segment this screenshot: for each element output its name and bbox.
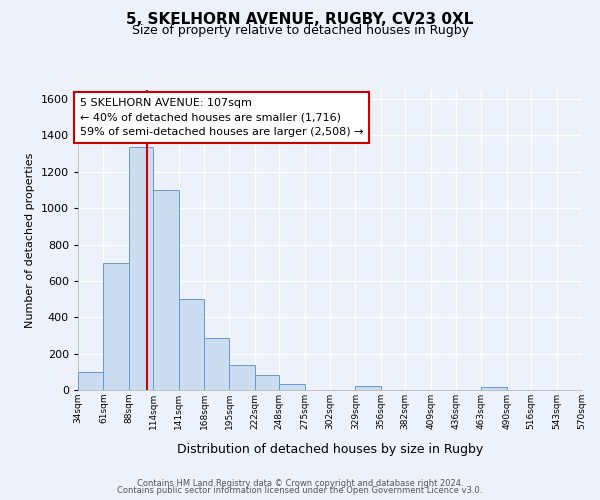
Bar (481, 388, 507, 390)
Bar (229, 364, 255, 390)
Text: Contains HM Land Registry data © Crown copyright and database right 2024.: Contains HM Land Registry data © Crown c… (137, 478, 463, 488)
Text: Distribution of detached houses by size in Rugby: Distribution of detached houses by size … (177, 442, 483, 456)
Bar (129, 148, 153, 390)
Text: Contains public sector information licensed under the Open Government Licence v3: Contains public sector information licen… (118, 486, 482, 495)
Text: 5, SKELHORN AVENUE, RUGBY, CV23 0XL: 5, SKELHORN AVENUE, RUGBY, CV23 0XL (127, 12, 473, 28)
Bar (78, 372, 103, 390)
Bar (179, 299, 204, 390)
Bar (279, 384, 305, 390)
Bar (204, 338, 229, 390)
Bar (355, 386, 381, 390)
Bar (153, 190, 179, 390)
Y-axis label: Number of detached properties: Number of detached properties (25, 152, 35, 328)
Text: Size of property relative to detached houses in Rugby: Size of property relative to detached ho… (131, 24, 469, 37)
Bar (103, 262, 129, 390)
Text: 5 SKELHORN AVENUE: 107sqm
← 40% of detached houses are smaller (1,716)
59% of se: 5 SKELHORN AVENUE: 107sqm ← 40% of detac… (80, 98, 364, 137)
Bar (255, 376, 279, 390)
